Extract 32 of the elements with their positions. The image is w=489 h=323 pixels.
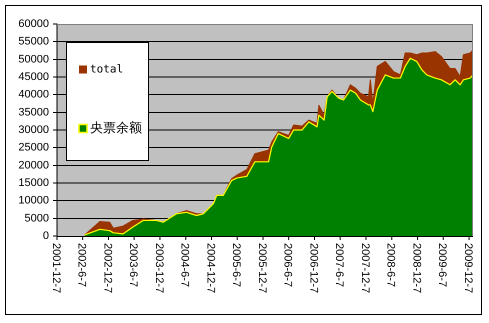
y-tick-label: 15000 (18, 177, 49, 190)
x-tick-label: 2006-12-7 (307, 243, 320, 294)
x-tick-label: 2003-6-7 (127, 243, 140, 288)
x-tick-label: 2004-12-7 (204, 243, 217, 294)
x-tick-label: 2002-6-7 (76, 243, 88, 288)
legend-label: 央票余额 (90, 120, 142, 136)
y-tick-label: 25000 (18, 142, 49, 154)
y-tick-label: 40000 (18, 88, 49, 101)
y-tick-label: 5000 (24, 212, 49, 224)
x-tick-label: 2005-6-7 (230, 243, 242, 288)
legend-label: total (90, 62, 124, 76)
x-tick-label: 2002-12-7 (101, 243, 114, 294)
x-tick-label: 2008-6-7 (384, 243, 397, 288)
y-tick-label: 45000 (18, 71, 49, 84)
x-tick-label: 2001-12-7 (50, 243, 62, 294)
x-tick-label: 2004-6-7 (178, 243, 191, 288)
y-tick-label: 50000 (18, 53, 49, 66)
x-tick-label: 2009-6-7 (436, 243, 448, 288)
x-tick-label: 2003-12-7 (152, 243, 165, 294)
y-tick-label: 55000 (18, 36, 49, 48)
y-tick-label: 60000 (18, 18, 49, 30)
y-tick-label: 20000 (18, 159, 49, 172)
x-tick-label: 2008-12-7 (410, 243, 423, 294)
y-tick-label: 30000 (18, 124, 49, 136)
y-tick-label: 10000 (18, 194, 49, 207)
x-tick-label: 2006-6-7 (282, 243, 294, 288)
x-tick-label: 2009-12-7 (462, 243, 474, 294)
y-tick-label: 35000 (18, 106, 49, 118)
x-tick-label: 2007-6-7 (333, 243, 346, 288)
x-tick-label: 2005-12-7 (256, 243, 268, 294)
y-tick-label: 0 (42, 230, 49, 242)
x-tick-label: 2007-12-7 (358, 243, 371, 294)
